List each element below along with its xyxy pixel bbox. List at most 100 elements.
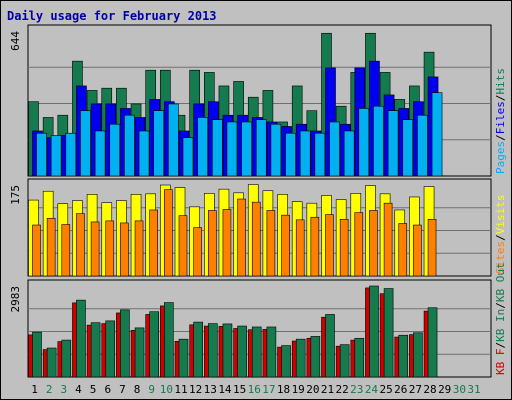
x-tick-label: 5 [90,383,97,396]
bar-kb-in [237,325,247,378]
bar-sites [120,222,129,277]
legend-entry: Sites [494,241,507,274]
bar-pages [65,132,77,177]
bar-pages [80,110,91,177]
y-max-label: 644 [9,31,22,51]
bar-kb-in [149,311,159,378]
legend-entry: Hits [494,68,507,95]
x-tick-label: 16 [248,383,261,396]
x-tick-label: 8 [134,383,141,396]
bar-kb-in [310,336,321,378]
bar-sites [61,224,71,277]
bar-pages [431,92,443,177]
x-tick-label: 19 [292,383,305,396]
legend-entry: / [494,234,507,241]
bar-sites [90,221,100,277]
bar-sites [149,209,158,277]
bar-pages [314,132,326,177]
bar-kb-in [134,327,145,378]
bar-kb-in [208,323,218,378]
bar-pages [36,132,47,177]
x-tick-label: 13 [204,383,217,396]
bar-sites [76,213,85,277]
bar-pages [299,130,311,177]
x-tick-label: 22 [336,383,349,396]
x-tick-label: 10 [160,383,173,396]
bar-kb-in [354,337,365,378]
bar-sites [354,212,364,277]
bar-sites [339,219,349,277]
x-tick-label: 11 [174,383,187,396]
bar-sites [105,220,115,277]
bar-sites [310,216,320,277]
bar-pages [212,119,223,177]
legend-entry: Visits [494,195,507,235]
legend-entry: Files [494,101,507,134]
legend-entry: / [494,302,507,309]
bar-pages [197,117,208,177]
x-tick-label: 2 [46,383,53,396]
bar-kb-in [61,339,72,378]
bar-pages [255,119,267,177]
bar-pages [226,121,238,177]
bar-kb-in [164,302,174,378]
x-tick-label: 25 [379,383,392,396]
x-tick-label: 17 [262,383,275,396]
x-tick-label: 20 [306,383,319,396]
x-tick-label: 28 [423,383,436,396]
legend-entry: KB F [494,349,507,376]
bar-pages [109,123,121,177]
x-tick-label: 29 [438,383,451,396]
x-tick-label: 26 [394,383,407,396]
legend-entry: / [494,95,507,102]
bar-kb-in [120,309,130,378]
bar-pages [153,110,164,177]
chart-title: Daily usage for February 2013 [7,9,217,23]
x-tick-label: 31 [467,383,480,396]
bar-kb-in [281,345,291,378]
bar-kb-in [427,307,438,378]
legend-bottom: KB F/KB In/KB Out [494,262,507,375]
bar-pages [373,105,384,177]
bar-sites [164,189,173,277]
bar-sites [413,224,422,277]
bar-sites [208,210,217,277]
bar-sites [281,214,290,277]
bar-sites [222,209,232,277]
x-tick-label: 6 [104,383,111,396]
bar-kb-in [76,299,86,378]
x-tick-label: 1 [31,383,38,396]
bar-kb-in [251,326,262,378]
bar-kb-in [32,331,42,378]
bar-kb-in [105,320,116,378]
legend-entry: / [494,134,507,141]
bar-sites [295,219,305,277]
bar-sites [134,220,144,277]
bar-kb-in [369,285,379,378]
x-tick-label: 23 [350,383,363,396]
bar-kb-in [413,332,423,378]
bar-pages [329,121,340,177]
x-tick-label: 7 [119,383,126,396]
bar-kb-in [178,338,189,378]
bar-kb-in [295,338,306,378]
x-tick-label: 18 [277,383,290,396]
bar-sites [266,210,276,277]
bar-pages [270,123,282,177]
x-tick-label: 27 [409,383,422,396]
x-tick-label: 3 [60,383,67,396]
legend-entry: / [494,342,507,349]
bar-pages [241,121,252,177]
bar-pages [402,119,414,177]
legend-entry: KB Out [494,262,507,302]
bar-pages [343,130,355,177]
bar-pages [50,135,62,177]
x-tick-label: 24 [365,383,379,396]
bar-sites [46,217,56,277]
bar-kb-in [46,347,57,378]
bar-pages [358,108,370,177]
bar-pages [168,103,179,177]
x-tick-label: 15 [233,383,246,396]
bar-sites [193,227,202,277]
bar-pages [138,130,150,177]
